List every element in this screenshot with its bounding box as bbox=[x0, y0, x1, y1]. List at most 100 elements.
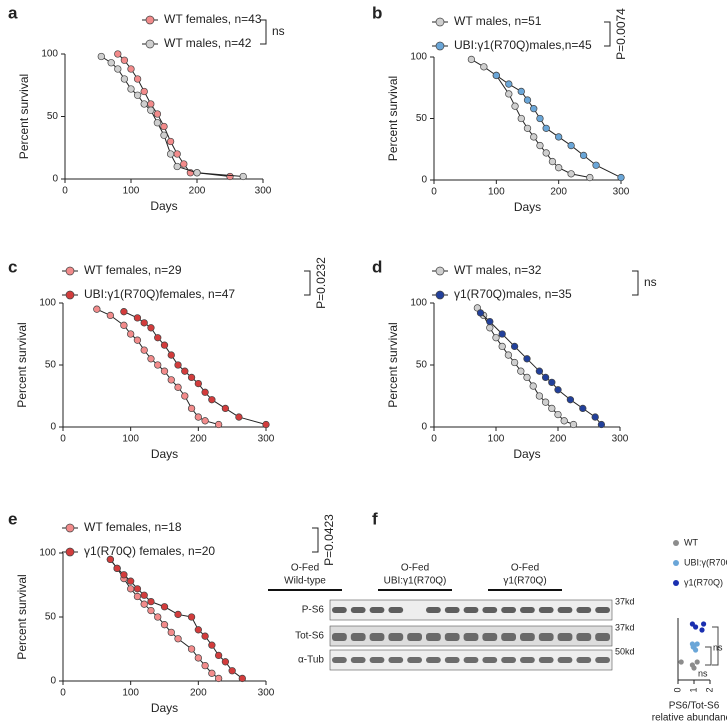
x-tick-label: 200 bbox=[190, 434, 207, 445]
p-value: P=0.0232 bbox=[314, 257, 328, 309]
bracket bbox=[312, 527, 319, 553]
panel-letter: c bbox=[8, 257, 17, 276]
point bbox=[542, 124, 550, 132]
point bbox=[214, 420, 223, 429]
point bbox=[510, 342, 519, 351]
panel-letter: e bbox=[8, 509, 17, 528]
point bbox=[535, 367, 544, 375]
x-tick-label: 200 bbox=[189, 186, 206, 197]
point bbox=[140, 591, 148, 599]
panel-letter: b bbox=[372, 3, 382, 22]
row-label: α-Tub bbox=[298, 655, 324, 666]
point bbox=[194, 654, 202, 662]
x-axis-label: Days bbox=[151, 701, 178, 715]
point bbox=[560, 417, 568, 425]
point bbox=[548, 404, 556, 413]
point bbox=[133, 314, 142, 322]
x-tick-label: 100 bbox=[122, 688, 139, 699]
band bbox=[332, 657, 347, 663]
band bbox=[538, 633, 554, 641]
point bbox=[93, 305, 101, 313]
point bbox=[693, 624, 699, 630]
point bbox=[536, 114, 544, 123]
point bbox=[201, 417, 209, 425]
y-tick-label: 0 bbox=[50, 676, 56, 687]
point bbox=[690, 644, 696, 650]
point bbox=[160, 621, 169, 629]
point bbox=[120, 571, 128, 579]
point bbox=[476, 309, 485, 317]
y-axis-label: Percent survival bbox=[15, 574, 29, 659]
band bbox=[463, 607, 479, 613]
point bbox=[194, 413, 202, 421]
row-label: P-S6 bbox=[302, 605, 325, 616]
band bbox=[350, 657, 366, 663]
point bbox=[517, 114, 525, 123]
point bbox=[166, 150, 175, 158]
point bbox=[530, 133, 538, 141]
legend-label: WT males, n=32 bbox=[454, 263, 542, 277]
legend-label: γ1(R70Q) females, n=20 bbox=[84, 544, 215, 558]
point bbox=[541, 373, 550, 382]
point bbox=[154, 613, 162, 621]
bracket bbox=[632, 270, 639, 296]
band bbox=[520, 657, 535, 663]
y-tick-label: 50 bbox=[47, 111, 59, 122]
point bbox=[586, 173, 594, 182]
point bbox=[147, 355, 155, 363]
y-axis-label: Percent survival bbox=[386, 76, 400, 161]
y-tick-label: 100 bbox=[410, 52, 427, 63]
point bbox=[214, 674, 223, 683]
legend-marker bbox=[435, 266, 445, 276]
band bbox=[444, 633, 460, 641]
size-label: 37kd bbox=[615, 596, 635, 606]
point bbox=[127, 330, 135, 338]
point bbox=[504, 351, 513, 359]
x-tick-label: 300 bbox=[258, 434, 275, 445]
band bbox=[520, 633, 535, 641]
point bbox=[567, 170, 575, 178]
point bbox=[160, 131, 168, 139]
size-label: 37kd bbox=[615, 622, 635, 632]
point bbox=[174, 383, 182, 391]
x-tick-label: 0 bbox=[62, 186, 68, 197]
point bbox=[120, 56, 129, 64]
band bbox=[444, 657, 460, 663]
point bbox=[238, 674, 246, 683]
point bbox=[567, 141, 575, 150]
annotation: ns bbox=[644, 275, 657, 289]
band bbox=[388, 607, 404, 613]
point bbox=[498, 342, 506, 351]
point bbox=[140, 87, 148, 96]
legend-marker bbox=[145, 15, 155, 25]
point bbox=[678, 659, 684, 665]
x-tick-label: 1 bbox=[688, 687, 698, 692]
x-tick-label: 200 bbox=[190, 688, 207, 699]
point bbox=[194, 626, 202, 634]
legend-label: UBI:γ(R70Q) bbox=[684, 557, 727, 567]
point bbox=[106, 311, 115, 320]
legend-label: WT males, n=51 bbox=[454, 14, 542, 28]
band bbox=[332, 633, 347, 641]
point bbox=[579, 404, 587, 413]
annotation: ns bbox=[698, 668, 708, 678]
point bbox=[181, 367, 189, 375]
panel-letter: a bbox=[8, 3, 18, 22]
point bbox=[127, 585, 135, 593]
point bbox=[140, 346, 148, 354]
point bbox=[201, 632, 209, 640]
point bbox=[239, 172, 247, 181]
x-tick-label: 0 bbox=[60, 688, 66, 699]
point bbox=[114, 50, 122, 58]
x-tick-label: 2 bbox=[704, 687, 714, 692]
point bbox=[174, 610, 182, 619]
x-axis-label: Days bbox=[150, 199, 177, 213]
panel-letter: f bbox=[372, 509, 378, 528]
x-tick-label: 200 bbox=[550, 434, 567, 445]
point bbox=[262, 420, 270, 429]
point bbox=[555, 164, 563, 172]
point bbox=[511, 102, 519, 110]
point bbox=[554, 410, 562, 419]
band bbox=[595, 607, 610, 613]
point bbox=[147, 324, 155, 332]
